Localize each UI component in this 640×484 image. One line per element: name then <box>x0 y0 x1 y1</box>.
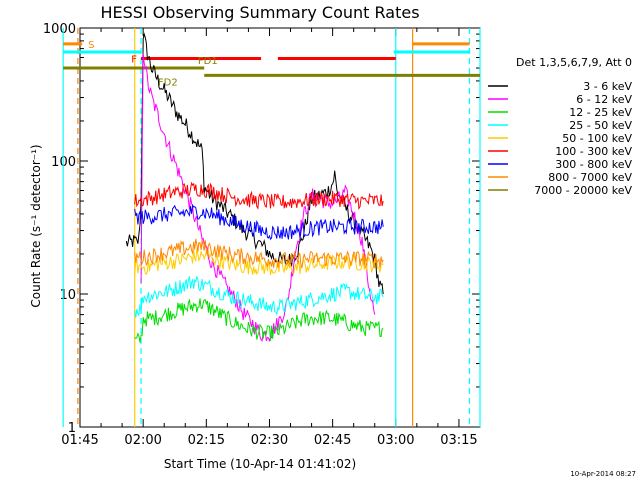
legend-label: 800 - 7000 keV <box>548 171 632 184</box>
x-tick-label: 02:00 <box>124 433 161 448</box>
state-bar-label: FD2 <box>158 77 178 88</box>
legend-label: 6 - 12 keV <box>576 93 632 106</box>
y-tick-label: 10 <box>59 288 76 303</box>
x-tick-label: 02:30 <box>251 433 288 448</box>
legend-label: 3 - 6 keV <box>583 80 632 93</box>
legend-label: 12 - 25 keV <box>569 106 632 119</box>
series-line <box>134 203 384 241</box>
state-bar-label: FD1 <box>198 56 218 67</box>
y-tick-label: 1 <box>68 421 76 436</box>
x-tick-label: 03:15 <box>440 433 477 448</box>
legend-label: 50 - 100 keV <box>562 132 632 145</box>
y-tick-label: 1000 <box>43 22 76 37</box>
y-axis-label: Count Rate (s⁻¹ detector⁻¹) <box>29 144 43 307</box>
legend-label: 25 - 50 keV <box>569 119 632 132</box>
x-tick-label: 03:00 <box>377 433 414 448</box>
legend-label: 7000 - 20000 keV <box>534 184 632 197</box>
series-line <box>140 53 376 343</box>
series-line <box>134 238 384 269</box>
state-bar-label: S <box>88 40 94 51</box>
legend-label: 100 - 300 keV <box>555 145 632 158</box>
series-line <box>134 181 384 211</box>
series-line <box>134 275 384 318</box>
x-tick-label: 02:15 <box>188 433 225 448</box>
legend-label: 300 - 800 keV <box>555 158 632 171</box>
legend-title: Det 1,3,5,6,7,9, Att 0 <box>516 56 632 69</box>
x-tick-label: 02:45 <box>314 433 351 448</box>
x-tick-label: 01:45 <box>61 433 98 448</box>
series-line <box>134 248 384 276</box>
x-axis-label: Start Time (10-Apr-14 01:41:02) <box>164 457 356 471</box>
series-line <box>134 298 384 343</box>
chart-title: HESSI Observing Summary Count Rates <box>100 3 419 22</box>
timestamp: 10-Apr-2014 08:27 <box>570 470 636 478</box>
plot-area: 110100100001:4502:0002:1502:3002:4503:00… <box>43 22 481 448</box>
state-bar-label: F <box>131 54 137 65</box>
